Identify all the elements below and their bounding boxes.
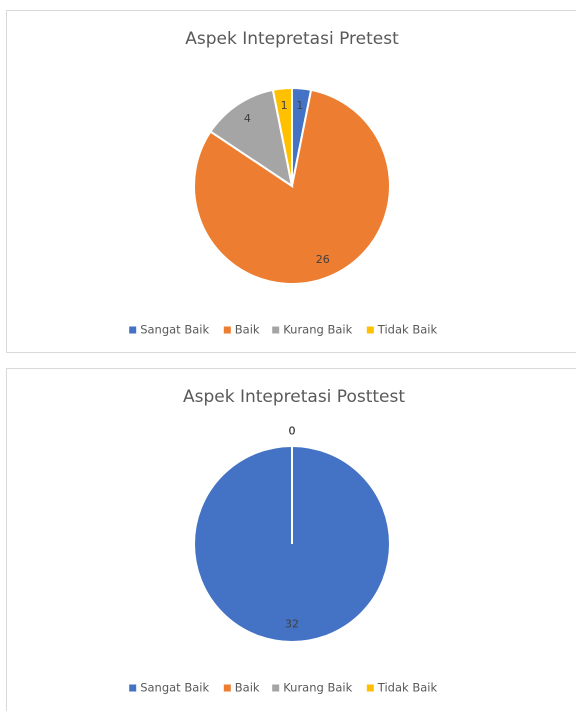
legend-swatch	[366, 326, 374, 334]
legend-swatch	[223, 684, 231, 692]
legend-label: Tidak Baik	[377, 681, 438, 695]
chart: Aspek Intepretasi Pretest 1 26 4 1 Sangat Ba…	[6, 10, 576, 353]
legend-label: Kurang Baik	[283, 681, 352, 695]
data-label: 0	[289, 424, 296, 437]
legend-swatch	[129, 684, 137, 692]
pie-slice	[271, 86, 293, 187]
legend-label: Kurang Baik	[283, 323, 352, 337]
pie-slice	[209, 88, 294, 189]
data-label: 32	[285, 617, 299, 630]
data-label: 4	[244, 112, 251, 125]
legend-label: Tidak Baik	[377, 323, 438, 337]
chart-title: Aspek Intepretasi Pretest	[185, 29, 399, 49]
data-label: 1	[296, 99, 303, 112]
chart-title: Aspek Intepretasi Posttest	[183, 387, 405, 407]
data-label: 0	[289, 424, 296, 437]
legend-swatch	[129, 326, 137, 334]
legend-swatch	[272, 684, 280, 692]
legend-swatch	[272, 326, 280, 334]
legend-label: Sangat Baik	[140, 681, 209, 695]
legend-swatch	[366, 684, 374, 692]
legend-swatch	[223, 326, 231, 334]
legend-label: Sangat Baik	[140, 323, 209, 337]
legend-label: Baik	[235, 323, 260, 337]
data-label: 26	[316, 253, 330, 266]
data-label: 0	[289, 424, 296, 437]
data-label: 1	[281, 99, 288, 112]
legend-label: Baik	[235, 681, 260, 695]
